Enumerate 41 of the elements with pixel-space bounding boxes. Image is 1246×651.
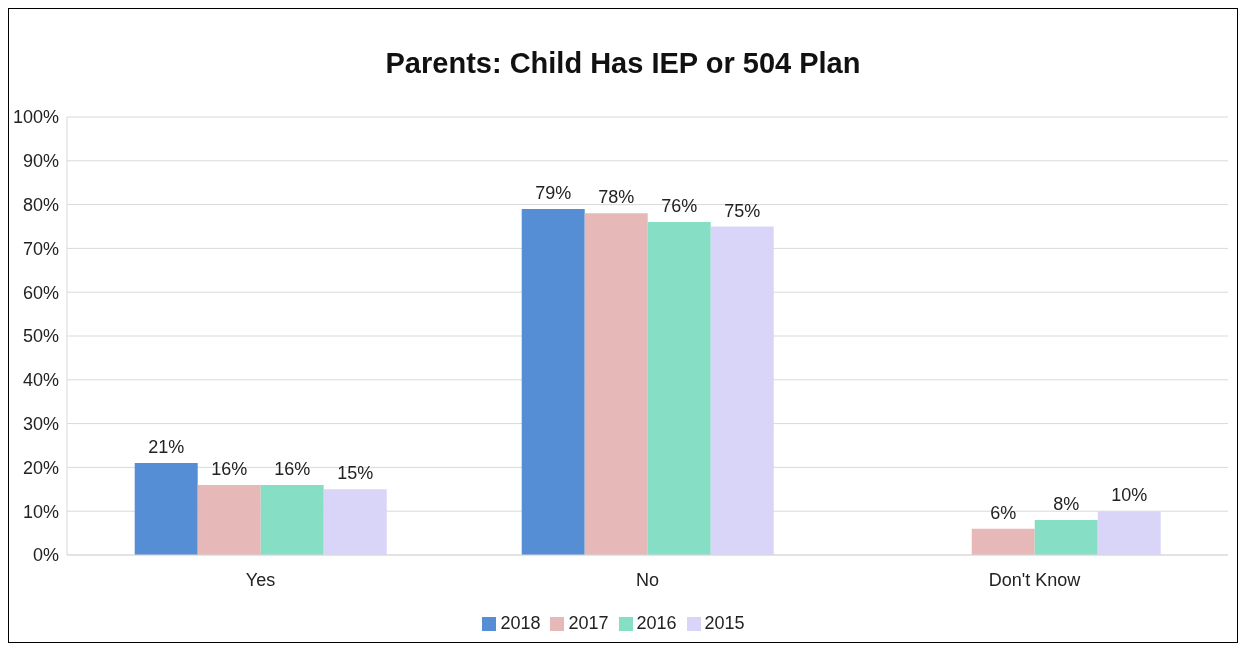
y-tick-label: 90% xyxy=(22,151,59,172)
y-tick-label: 70% xyxy=(22,238,59,259)
bar xyxy=(710,226,774,555)
data-label: 79% xyxy=(535,182,572,203)
chart-title: Parents: Child Has IEP or 504 Plan xyxy=(384,47,862,80)
data-label: 75% xyxy=(724,200,761,221)
x-tick-label: Don't Know xyxy=(988,569,1082,590)
bar xyxy=(197,484,261,555)
y-tick-label: 40% xyxy=(22,370,59,391)
y-tick-label: 0% xyxy=(32,545,59,566)
x-tick-label: No xyxy=(635,569,660,590)
data-label: 8% xyxy=(1053,493,1080,514)
data-label: 10% xyxy=(1111,485,1148,506)
bar xyxy=(1034,519,1098,555)
data-label: 6% xyxy=(990,502,1017,523)
data-label: 16% xyxy=(211,458,248,479)
bar xyxy=(971,528,1035,555)
legend-label: 2018 xyxy=(500,613,541,633)
y-tick-label: 50% xyxy=(22,326,59,347)
legend-label: 2015 xyxy=(704,613,745,633)
bar xyxy=(1097,511,1161,555)
legend-label: 2017 xyxy=(568,613,609,633)
y-tick-label: 20% xyxy=(22,457,59,478)
y-tick-label: 30% xyxy=(22,413,59,434)
data-label: 16% xyxy=(274,458,311,479)
y-tick-label: 80% xyxy=(22,194,59,215)
legend-label: 2016 xyxy=(636,613,677,633)
y-tick-label: 60% xyxy=(22,282,59,303)
bar xyxy=(584,213,648,555)
bar xyxy=(647,222,711,555)
data-label: 21% xyxy=(148,437,185,458)
bar xyxy=(260,484,324,555)
x-tick-label: Yes xyxy=(245,569,276,590)
data-label: 78% xyxy=(598,187,635,208)
bar xyxy=(134,463,198,555)
bar xyxy=(323,489,387,555)
y-tick-label: 100% xyxy=(12,107,59,128)
data-label: 15% xyxy=(337,463,374,484)
data-label: 76% xyxy=(661,196,698,217)
bar xyxy=(521,208,585,555)
y-tick-label: 10% xyxy=(22,501,59,522)
